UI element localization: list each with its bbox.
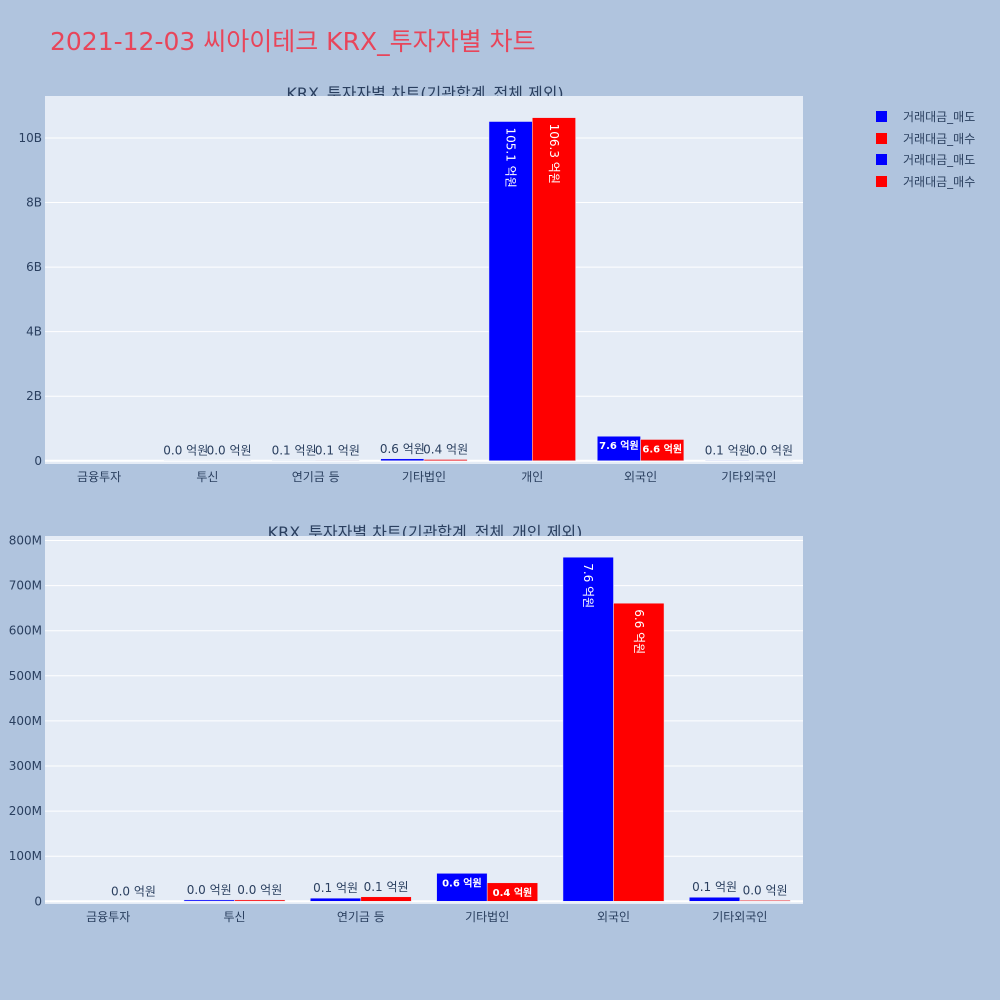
data-label: 6.6 억원 (642, 442, 682, 455)
y-tick-label: 800M (9, 534, 42, 548)
legend-swatch-sell-1 (876, 111, 887, 123)
legend-item-sell-2[interactable]: 거래대금_매도 (876, 149, 975, 171)
x-tick-label: 외국인 (624, 470, 657, 484)
data-label: 0.0 억원 (237, 883, 282, 897)
data-label: 0.6 억원 (442, 876, 482, 889)
legend-label-sell-2: 거래대금_매도 (903, 153, 976, 168)
legend-item-buy-1[interactable]: 거래대금_매수 (876, 128, 975, 150)
data-label: 0.1 억원 (364, 880, 409, 894)
data-label: 0.0 억원 (187, 883, 232, 897)
y-tick-label: 10B (18, 131, 42, 145)
data-label: 0.0 억원 (207, 444, 252, 458)
y-tick-label: 0 (34, 454, 42, 468)
bar[interactable] (640, 439, 685, 462)
bar[interactable] (234, 899, 286, 902)
legend-label-buy-2: 거래대금_매수 (903, 174, 976, 189)
bar[interactable] (486, 882, 538, 902)
bar[interactable] (613, 602, 665, 902)
data-label: 0.1 억원 (692, 880, 737, 894)
x-tick-label: 개인 (521, 470, 543, 484)
bar[interactable] (689, 896, 741, 902)
data-label: 0.1 억원 (272, 444, 317, 458)
data-label: 0.0 억원 (163, 444, 208, 458)
data-label: 0.4 억원 (423, 442, 468, 456)
data-label: 7.6 억원 (581, 563, 595, 608)
legend-item-sell-1[interactable]: 거래대금_매도 (876, 106, 975, 128)
bar[interactable] (183, 899, 235, 902)
y-tick-label: 600M (9, 624, 42, 638)
data-label: 6.6 억원 (632, 609, 646, 654)
bar[interactable] (562, 556, 614, 902)
data-label: 0.1 억원 (705, 443, 750, 457)
y-tick-label: 8B (26, 196, 42, 210)
x-tick-label: 금융투자 (77, 470, 121, 484)
data-label: 105.1 억원 (504, 128, 518, 188)
bar[interactable] (488, 121, 533, 462)
x-tick-label: 투신 (223, 910, 245, 924)
data-label: 7.6 억원 (599, 439, 639, 452)
data-label: 0.6 억원 (380, 442, 425, 456)
y-tick-label: 0 (34, 894, 42, 908)
page-title: 2021-12-03 씨아이테크 KRX_투자자별 차트 (50, 27, 536, 56)
x-tick-label: 연기금 등 (292, 470, 340, 484)
data-label: 0.1 억원 (315, 443, 360, 457)
bar[interactable] (380, 458, 425, 462)
bar[interactable] (423, 459, 468, 462)
bar[interactable] (739, 900, 791, 902)
data-label: 0.0 억원 (111, 884, 156, 898)
x-tick-label: 기타법인 (465, 910, 509, 924)
legend-swatch-buy-2 (876, 175, 887, 187)
x-tick-label: 금융투자 (86, 910, 130, 924)
y-tick-label: 200M (9, 804, 42, 818)
data-label: 0.0 억원 (743, 883, 788, 897)
y-tick-label: 500M (9, 669, 42, 683)
data-label: 0.4 억원 (493, 886, 533, 899)
y-tick-label: 4B (26, 325, 42, 339)
legend-item-buy-2[interactable]: 거래대금_매수 (876, 171, 975, 193)
legend-label-sell-1: 거래대금_매도 (903, 110, 976, 125)
y-tick-label: 2B (26, 389, 42, 403)
x-tick-label: 투신 (196, 470, 218, 484)
data-label: 0.0 억원 (748, 444, 793, 458)
y-tick-label: 700M (9, 579, 42, 593)
legend[interactable]: 거래대금_매도 거래대금_매수 거래대금_매도 거래대금_매수 (876, 106, 975, 192)
plot-area-1 (45, 96, 803, 464)
y-tick-label: 6B (26, 260, 42, 274)
y-tick-label: 400M (9, 714, 42, 728)
x-tick-label: 기타법인 (402, 470, 446, 484)
x-tick-label: 연기금 등 (337, 910, 385, 924)
x-tick-label: 기타외국인 (721, 470, 776, 484)
chart-2: 0 100M 200M 300M 400M 500M 600M 700M 800M 금융투자 0.0… (9, 534, 803, 924)
legend-label-buy-1: 거래대금_매수 (903, 131, 976, 146)
legend-swatch-buy-1 (876, 132, 887, 144)
y-tick-label: 300M (9, 759, 42, 773)
bar[interactable] (310, 897, 362, 902)
data-label: 106.3 억원 (547, 124, 561, 184)
bar[interactable] (532, 117, 576, 462)
legend-swatch-sell-2 (876, 154, 887, 166)
x-tick-label: 기타외국인 (712, 910, 767, 924)
y-tick-label: 100M (9, 849, 42, 863)
x-tick-label: 외국인 (597, 910, 630, 924)
data-label: 0.1 억원 (313, 881, 358, 895)
plot-area-2 (45, 536, 803, 904)
bar[interactable] (360, 896, 412, 902)
